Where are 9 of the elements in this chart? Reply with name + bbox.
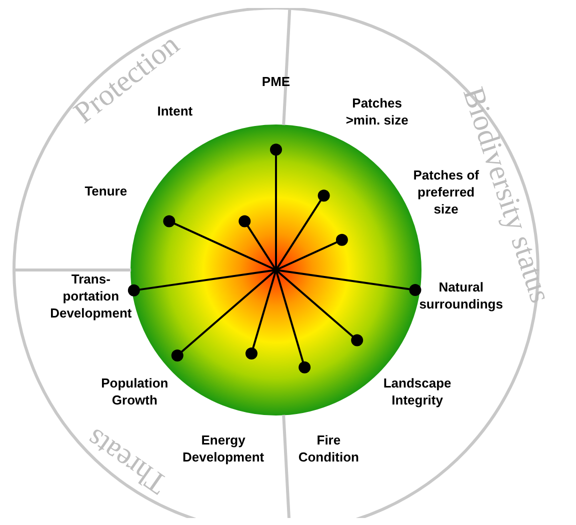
spoke-label: Population Growth <box>101 376 168 408</box>
spoke-label: Patches >min. size <box>346 96 408 128</box>
spoke-label: Fire Condition <box>298 432 360 465</box>
spoke-label: Landscape Integrity <box>383 376 452 408</box>
spoke-label: Energy Development <box>182 432 265 465</box>
spoke-label: PME <box>262 74 290 90</box>
spoke-label: Trans-portation Development <box>50 272 132 322</box>
spoke-label: Natural surroundings <box>419 280 503 312</box>
spoke-label: Tenure <box>84 184 128 199</box>
